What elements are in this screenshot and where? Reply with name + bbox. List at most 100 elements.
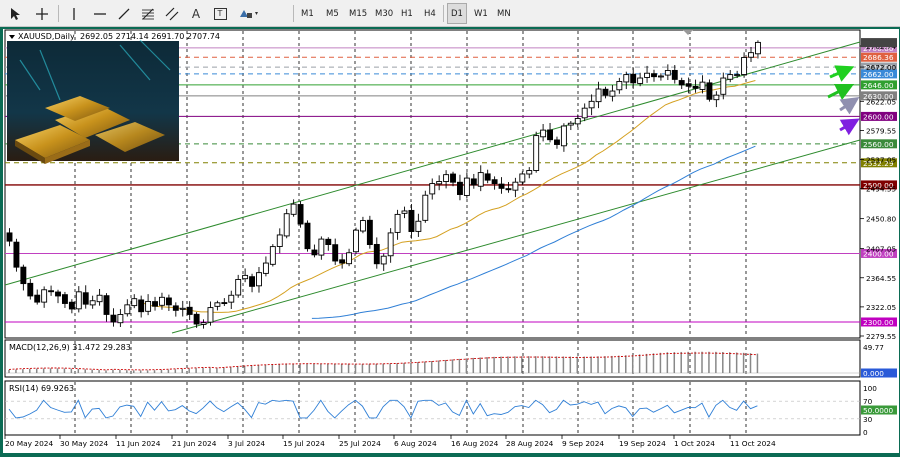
candle[interactable] xyxy=(741,57,748,75)
candle[interactable] xyxy=(713,94,720,101)
crosshair-icon[interactable] xyxy=(32,3,52,24)
candle[interactable] xyxy=(533,135,540,171)
candle[interactable] xyxy=(346,252,353,265)
timeframe-w1[interactable]: W1 xyxy=(474,8,488,19)
candle[interactable] xyxy=(470,178,477,186)
candle[interactable] xyxy=(34,294,41,303)
candle[interactable] xyxy=(339,259,346,264)
candle[interactable] xyxy=(616,81,623,91)
candle[interactable] xyxy=(519,173,526,183)
chart-window[interactable]: 20 May 2024 30 May 2024 11 Jun 2024 21 Jun … xyxy=(3,29,899,453)
label-icon[interactable]: T xyxy=(210,3,230,24)
candle[interactable] xyxy=(359,220,366,232)
timeframe-mn[interactable]: MN xyxy=(497,8,511,19)
candle[interactable] xyxy=(172,305,179,311)
candle[interactable] xyxy=(89,300,96,306)
timeframe-h1[interactable]: H1 xyxy=(401,8,413,19)
candle[interactable] xyxy=(131,298,138,307)
candle[interactable] xyxy=(436,181,443,185)
candle[interactable] xyxy=(567,122,574,126)
timeframe-d1[interactable]: D1 xyxy=(447,3,467,24)
candle[interactable] xyxy=(644,72,651,78)
candle[interactable] xyxy=(657,75,664,78)
candle[interactable] xyxy=(664,70,671,76)
candle[interactable] xyxy=(159,296,165,306)
candle[interactable] xyxy=(678,80,685,86)
candle[interactable] xyxy=(304,222,311,250)
candle[interactable] xyxy=(651,73,657,78)
candle[interactable] xyxy=(242,274,249,280)
candle[interactable] xyxy=(450,173,456,183)
candle[interactable] xyxy=(276,234,283,247)
chart-shift-marker-icon[interactable] xyxy=(683,30,693,35)
timeframe-m30[interactable]: M30 xyxy=(375,8,394,19)
vertical-line-icon[interactable] xyxy=(64,3,84,24)
candle[interactable] xyxy=(491,179,498,185)
candle[interactable] xyxy=(574,118,581,125)
candle[interactable] xyxy=(484,173,491,181)
candle[interactable] xyxy=(692,85,699,89)
candle[interactable] xyxy=(27,282,34,297)
candle[interactable] xyxy=(609,90,616,97)
candle[interactable] xyxy=(6,232,13,242)
candle[interactable] xyxy=(463,177,470,196)
candle[interactable] xyxy=(283,213,290,237)
price-chart-canvas[interactable]: 20 May 2024 30 May 2024 11 Jun 2024 21 Jun … xyxy=(3,29,899,453)
candle[interactable] xyxy=(68,301,75,310)
candle[interactable] xyxy=(602,88,609,96)
candle[interactable] xyxy=(685,83,692,87)
candle[interactable] xyxy=(75,291,82,310)
candle[interactable] xyxy=(332,244,339,262)
candle[interactable] xyxy=(55,291,61,297)
candle[interactable] xyxy=(457,181,463,195)
candle[interactable] xyxy=(373,243,380,265)
candle[interactable] xyxy=(366,219,373,246)
candle[interactable] xyxy=(256,272,262,287)
trend-channel-line[interactable] xyxy=(4,41,861,286)
timeframe-m15[interactable]: M15 xyxy=(349,8,368,19)
candle[interactable] xyxy=(540,129,547,138)
fibonacci-icon[interactable] xyxy=(138,3,158,24)
candle[interactable] xyxy=(408,209,415,232)
candle[interactable] xyxy=(186,306,193,315)
candle[interactable] xyxy=(623,74,630,83)
candle[interactable] xyxy=(443,174,450,182)
candle[interactable] xyxy=(207,307,214,323)
candle[interactable] xyxy=(48,290,55,293)
candle[interactable] xyxy=(630,73,637,84)
candle[interactable] xyxy=(401,210,408,214)
candle[interactable] xyxy=(380,255,387,265)
timeframe-m5[interactable]: M5 xyxy=(326,8,339,19)
candle[interactable] xyxy=(262,262,269,274)
candle[interactable] xyxy=(754,41,761,55)
candle[interactable] xyxy=(547,129,553,141)
candle[interactable] xyxy=(82,292,89,305)
candle[interactable] xyxy=(734,74,741,77)
shapes-icon[interactable] xyxy=(236,3,262,24)
candle[interactable] xyxy=(560,125,567,147)
candle[interactable] xyxy=(554,139,560,145)
candle[interactable] xyxy=(595,88,602,103)
candle[interactable] xyxy=(13,241,20,268)
candle[interactable] xyxy=(235,279,242,296)
candle[interactable] xyxy=(96,294,103,303)
candle[interactable] xyxy=(61,294,68,304)
candle[interactable] xyxy=(228,294,235,303)
candle[interactable] xyxy=(214,302,221,307)
candle[interactable] xyxy=(297,204,304,225)
candle[interactable] xyxy=(325,238,332,246)
channel-icon[interactable] xyxy=(162,3,182,24)
candle[interactable] xyxy=(269,246,276,265)
candle[interactable] xyxy=(415,220,422,232)
cursor-icon[interactable] xyxy=(6,3,26,24)
timeframe-m1[interactable]: M1 xyxy=(301,8,314,19)
candle[interactable] xyxy=(138,299,145,313)
candle[interactable] xyxy=(498,183,505,189)
candle[interactable] xyxy=(422,194,429,221)
candle[interactable] xyxy=(249,276,256,287)
candle[interactable] xyxy=(581,107,588,119)
candle[interactable] xyxy=(727,74,734,80)
candle[interactable] xyxy=(699,81,706,90)
candle[interactable] xyxy=(221,302,228,305)
candle[interactable] xyxy=(103,295,110,315)
